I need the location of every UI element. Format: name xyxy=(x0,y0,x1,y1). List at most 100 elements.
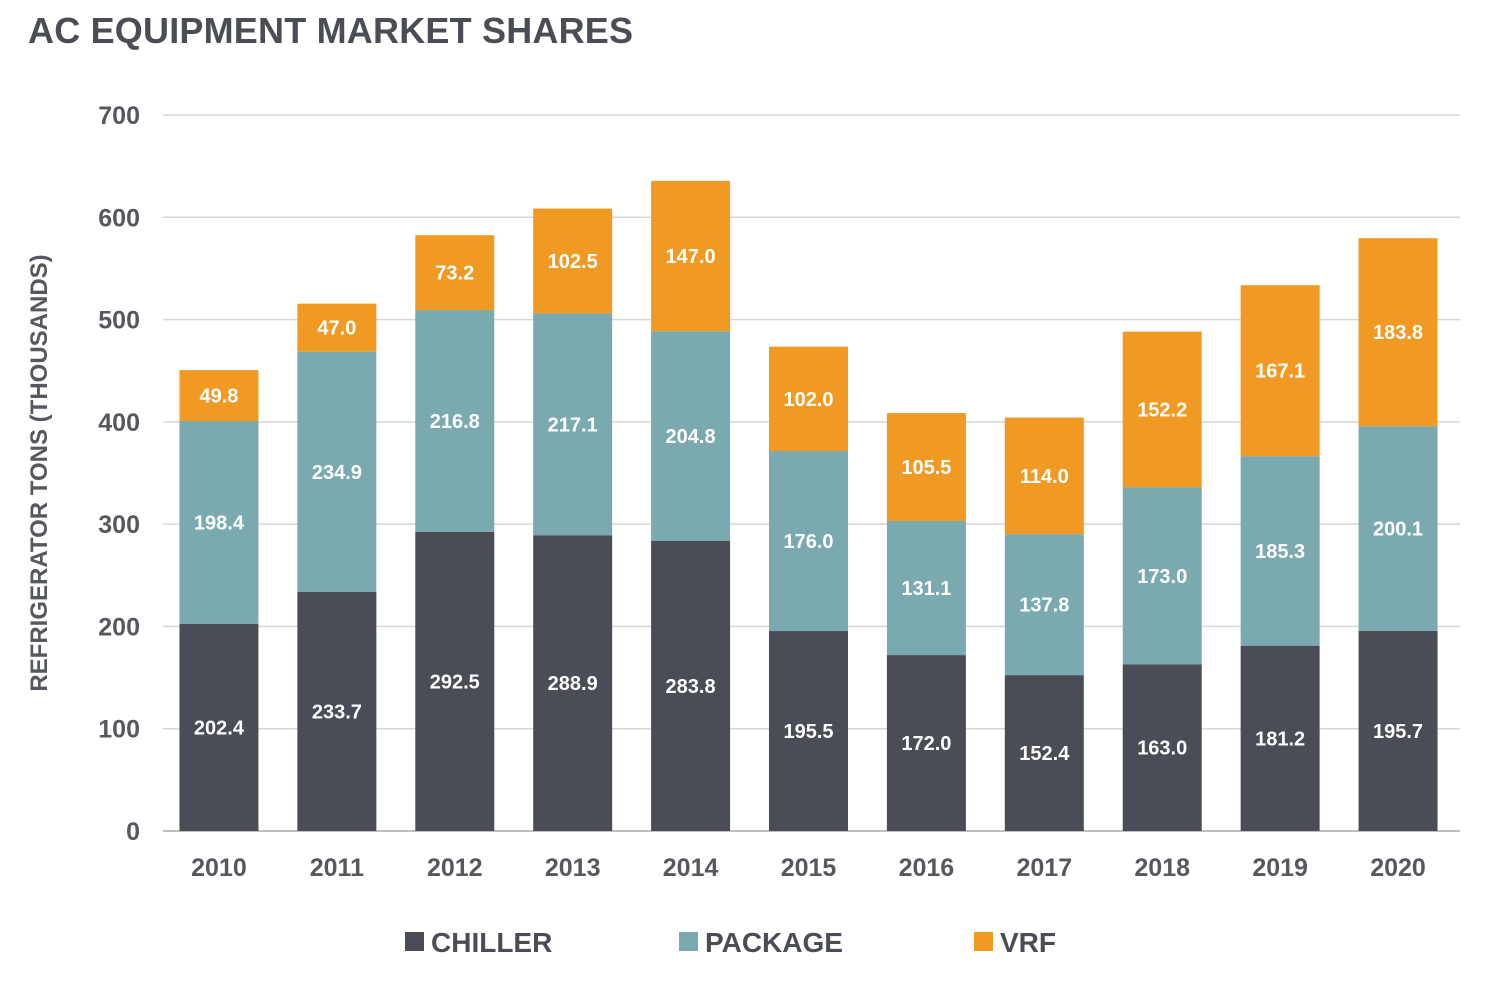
bar-chiller-2012 xyxy=(415,531,495,831)
data-label-package-2014: 204.8 xyxy=(666,426,716,448)
legend-label-chiller: CHILLER xyxy=(431,927,552,958)
data-label-chiller-2020: 195.7 xyxy=(1373,721,1423,743)
x-tick-label: 2010 xyxy=(191,854,247,882)
bar-package-2010 xyxy=(179,421,259,624)
bar-vrf-2015 xyxy=(769,346,848,452)
bar-stack-2017: 152.4 137.8 114.0 xyxy=(1004,417,1084,831)
bar-stack-2016: 172.0 131.1 105.5 xyxy=(886,413,966,831)
y-tick-label: 100 xyxy=(98,716,140,744)
x-tick-label: 2020 xyxy=(1370,854,1426,882)
x-tick-label: 2015 xyxy=(781,854,837,882)
bar-chiller-2014 xyxy=(651,540,731,831)
bar-stack-2011: 233.7 234.9 47.0 xyxy=(297,303,377,831)
y-tick-label: 500 xyxy=(98,307,140,335)
bar-chiller-2018 xyxy=(1122,664,1202,831)
legend-label-vrf: VRF xyxy=(1000,927,1056,958)
bar-package-2019 xyxy=(1240,456,1320,646)
y-tick-label: 200 xyxy=(98,613,140,641)
bar-chiller-2013 xyxy=(533,535,613,831)
bar-stack-2019: 181.2 185.3 167.1 xyxy=(1240,285,1320,831)
bar-stack-2020: 195.7 200.1 183.8 xyxy=(1358,238,1438,831)
bar-vrf-2020 xyxy=(1358,238,1438,427)
bar-chiller-2020 xyxy=(1358,630,1438,831)
data-label-chiller-2013: 288.9 xyxy=(548,673,598,695)
bar-stack-2010: 202.4 198.4 49.8 xyxy=(179,370,259,831)
bar-package-2020 xyxy=(1358,426,1438,631)
data-label-package-2017: 137.8 xyxy=(1019,595,1069,617)
chart-title: AC EQUIPMENT MARKET SHARES xyxy=(28,10,634,51)
legend-swatch-package xyxy=(679,932,698,951)
data-label-chiller-2011: 233.7 xyxy=(312,701,362,723)
data-label-package-2011: 234.9 xyxy=(312,462,362,484)
bar-package-2015 xyxy=(769,451,848,632)
bar-stack-2015: 195.5 176.0 102.0 xyxy=(769,346,848,831)
bar-package-2011 xyxy=(297,351,377,592)
bar-chiller-2019 xyxy=(1240,645,1320,831)
legend-swatch-chiller xyxy=(405,932,424,951)
bar-stack-2018: 163.0 173.0 152.2 xyxy=(1122,331,1202,831)
x-tick-label: 2019 xyxy=(1252,854,1308,882)
y-axis-label: REFRIGERATOR TONS (THOUSANDS) xyxy=(26,254,53,691)
bar-vrf-2013 xyxy=(533,208,613,314)
bar-vrf-2017 xyxy=(1004,417,1084,535)
bar-package-2013 xyxy=(533,313,613,536)
bar-vrf-2011 xyxy=(297,303,377,352)
bar-chiller-2010 xyxy=(179,623,259,831)
bar-stack-2014: 283.8 204.8 147.0 xyxy=(651,180,731,831)
data-label-vrf-2015: 102.0 xyxy=(783,389,833,411)
bars: 202.4 198.4 49.8 233.7 234.9 47.0 292.5 216.8 73… xyxy=(179,180,1438,831)
bar-vrf-2014 xyxy=(651,180,731,332)
bar-chiller-2016 xyxy=(886,655,966,831)
data-label-vrf-2017: 114.0 xyxy=(1020,466,1069,488)
bar-stack-2013: 288.9 217.1 102.5 xyxy=(533,208,613,831)
data-label-chiller-2012: 292.5 xyxy=(430,671,480,693)
x-tick-label: 2018 xyxy=(1134,854,1190,882)
y-tick-label: 400 xyxy=(98,409,140,437)
data-label-package-2016: 131.1 xyxy=(901,578,951,600)
bar-package-2012 xyxy=(415,310,495,532)
data-label-package-2018: 173.0 xyxy=(1137,566,1187,588)
data-label-vrf-2011: 47.0 xyxy=(317,318,356,340)
data-label-chiller-2018: 163.0 xyxy=(1137,738,1187,760)
data-label-vrf-2018: 152.2 xyxy=(1137,399,1187,421)
bar-chiller-2015 xyxy=(769,631,848,831)
x-tick-label: 2017 xyxy=(1017,854,1073,882)
bar-package-2016 xyxy=(886,520,966,656)
data-label-chiller-2015: 195.5 xyxy=(783,721,833,743)
data-label-package-2020: 200.1 xyxy=(1373,518,1423,540)
bar-package-2017 xyxy=(1004,534,1084,676)
data-label-package-2019: 185.3 xyxy=(1255,541,1305,563)
data-label-chiller-2016: 172.0 xyxy=(901,733,951,755)
x-tick-label: 2013 xyxy=(545,854,601,882)
bar-package-2018 xyxy=(1122,487,1202,665)
x-tick-label: 2016 xyxy=(899,854,955,882)
data-label-chiller-2010: 202.4 xyxy=(194,717,245,739)
x-tick-label: 2011 xyxy=(310,854,364,882)
bar-stack-2012: 292.5 216.8 73.2 xyxy=(415,235,495,831)
data-label-chiller-2019: 181.2 xyxy=(1255,728,1305,750)
data-label-vrf-2020: 183.8 xyxy=(1373,322,1423,344)
data-label-vrf-2010: 49.8 xyxy=(199,386,238,408)
data-label-vrf-2012: 73.2 xyxy=(435,263,474,285)
x-axis-ticks: 2010 2011 2012 2013 2014 2015 2016 2017 2018 2019… xyxy=(191,854,1426,882)
data-label-package-2010: 198.4 xyxy=(194,513,245,535)
bar-vrf-2012 xyxy=(415,235,495,311)
y-tick-label: 0 xyxy=(126,818,140,846)
x-tick-label: 2014 xyxy=(663,854,719,882)
y-tick-label: 300 xyxy=(98,511,140,539)
data-label-package-2015: 176.0 xyxy=(783,531,833,553)
bar-vrf-2010 xyxy=(179,370,259,422)
y-tick-label: 600 xyxy=(98,204,140,232)
legend-swatch-vrf xyxy=(974,932,993,951)
data-label-vrf-2019: 167.1 xyxy=(1255,361,1305,383)
legend: CHILLER PACKAGE VRF xyxy=(405,927,1056,958)
y-tick-label: 700 xyxy=(98,102,140,130)
bar-vrf-2016 xyxy=(886,413,966,521)
bar-vrf-2019 xyxy=(1240,285,1320,457)
data-label-package-2013: 217.1 xyxy=(548,414,598,436)
data-label-vrf-2014: 147.0 xyxy=(666,246,716,268)
bar-vrf-2018 xyxy=(1122,331,1202,488)
bar-package-2014 xyxy=(651,331,731,541)
legend-label-package: PACKAGE xyxy=(705,927,843,958)
